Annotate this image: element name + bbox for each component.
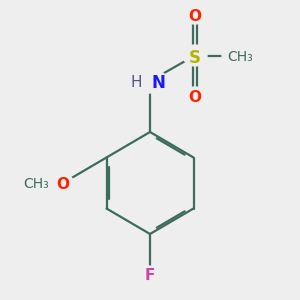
Text: F: F <box>145 268 155 284</box>
Ellipse shape <box>184 87 206 105</box>
Text: N: N <box>152 74 165 92</box>
Text: CH₃: CH₃ <box>227 50 253 64</box>
Ellipse shape <box>52 174 74 192</box>
Text: H: H <box>131 75 142 90</box>
Text: O: O <box>188 90 202 105</box>
Ellipse shape <box>142 266 158 283</box>
Ellipse shape <box>222 46 258 64</box>
Ellipse shape <box>184 6 206 24</box>
Ellipse shape <box>183 45 207 66</box>
Text: O: O <box>188 9 202 24</box>
Ellipse shape <box>133 69 167 93</box>
Text: CH₃: CH₃ <box>23 178 49 191</box>
Text: O: O <box>56 177 70 192</box>
Text: S: S <box>189 49 201 67</box>
